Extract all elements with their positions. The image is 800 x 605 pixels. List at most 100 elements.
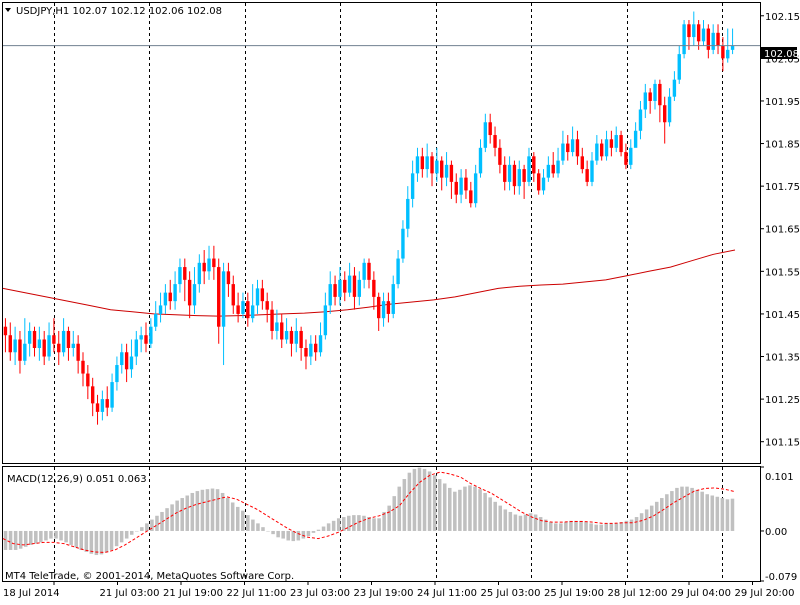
moving-average [2, 249, 736, 317]
candle-body [590, 160, 594, 182]
macd-bar [675, 487, 679, 531]
candle-body [100, 399, 105, 412]
macd-bar [548, 522, 553, 531]
candle-body [599, 143, 604, 157]
macd-bar [200, 489, 205, 531]
macd-bar [705, 494, 710, 531]
candle-body [614, 135, 618, 148]
macd-bar [367, 517, 371, 531]
macd-bar [392, 496, 397, 531]
macd-bar [99, 530, 104, 555]
price-tick-label: 101.25 [765, 395, 800, 406]
macd-bar [508, 511, 513, 531]
macd-bar [347, 515, 351, 531]
macd-bar [458, 489, 462, 531]
macd-bar [3, 530, 8, 550]
time-tick-label: 25 Jul 03:00 [481, 588, 541, 599]
time-axis: 18 Jul 2014 21 Jul 03:00 21 Jul 19:00 22 Ju… [3, 581, 794, 599]
candle-body [696, 24, 701, 42]
candle-body [687, 24, 691, 38]
macd-bar [624, 520, 629, 531]
macd-bar [574, 520, 578, 531]
candle-body [406, 198, 410, 229]
candle-body [95, 403, 100, 412]
chart-menu-triangle-icon[interactable] [5, 8, 11, 12]
macd-bar [220, 492, 225, 531]
macd-bar [205, 489, 210, 531]
macd-bar [417, 467, 422, 531]
candle-body [183, 267, 187, 280]
macd-bar [503, 509, 508, 531]
candle-body [47, 335, 51, 357]
ma-line [2, 249, 736, 317]
macd-tick-label: 0.101 [765, 472, 794, 483]
macd-bar [230, 502, 235, 531]
candle-body [633, 130, 638, 148]
macd-bar [594, 524, 598, 531]
macd-bar [412, 468, 417, 531]
macd-bar [34, 530, 38, 544]
macd-bar [336, 518, 341, 531]
candle-body [522, 169, 526, 182]
macd-bar [387, 505, 391, 531]
candle-body [551, 164, 555, 174]
macd-bar [326, 523, 331, 531]
macd-bar [614, 523, 619, 531]
macd-bar [564, 522, 568, 531]
candle-body [716, 32, 720, 46]
candle-body [566, 143, 570, 153]
candle-body [71, 343, 75, 348]
candle-body [187, 279, 192, 306]
candle-body [52, 335, 56, 344]
price-tick-label: 101.35 [765, 353, 800, 364]
candle-body [207, 258, 211, 272]
candle-body [27, 330, 32, 344]
macd-bar [523, 514, 528, 531]
macd-bar [654, 501, 659, 531]
candle-body [81, 360, 85, 374]
price-tick-label: 101.75 [765, 182, 800, 193]
macd-bar [377, 518, 381, 531]
candlesticks [3, 11, 735, 425]
macd-bar [59, 530, 63, 541]
candle-body [105, 399, 109, 408]
macd-bar [135, 530, 139, 532]
macd-bar [382, 511, 386, 531]
macd-bar [180, 498, 184, 531]
candle-body [231, 284, 235, 306]
candle-body [653, 83, 657, 101]
macd-frame [2, 466, 761, 582]
time-tick-label: 21 Jul 03:00 [100, 588, 160, 599]
candle-body [313, 343, 318, 353]
candle-body [464, 177, 468, 191]
candle-body [663, 105, 667, 123]
candle-body [250, 305, 255, 319]
candle-body [643, 92, 648, 110]
candle-body [343, 279, 347, 293]
candle-body [410, 173, 415, 199]
candle-body [304, 348, 308, 357]
candle-body [110, 382, 114, 408]
candle-body [440, 160, 444, 178]
candle-body [503, 164, 507, 182]
macd-bar [463, 486, 467, 531]
macd-bar [720, 498, 725, 531]
macd-bar [407, 472, 412, 531]
candle-body [570, 139, 575, 153]
macd-bar [427, 471, 432, 531]
macd-bar [533, 514, 538, 531]
candle-body [420, 156, 425, 170]
candle-body [391, 284, 395, 314]
candle-body [532, 156, 536, 174]
candle-body [42, 339, 46, 357]
macd-bar [23, 530, 28, 547]
macd-bar [634, 517, 639, 531]
macd-bar [554, 523, 558, 531]
macd-bar [331, 520, 336, 531]
candle-body [32, 330, 37, 348]
candle-body [672, 79, 677, 97]
macd-bar [286, 530, 290, 541]
candle-body [246, 301, 250, 319]
